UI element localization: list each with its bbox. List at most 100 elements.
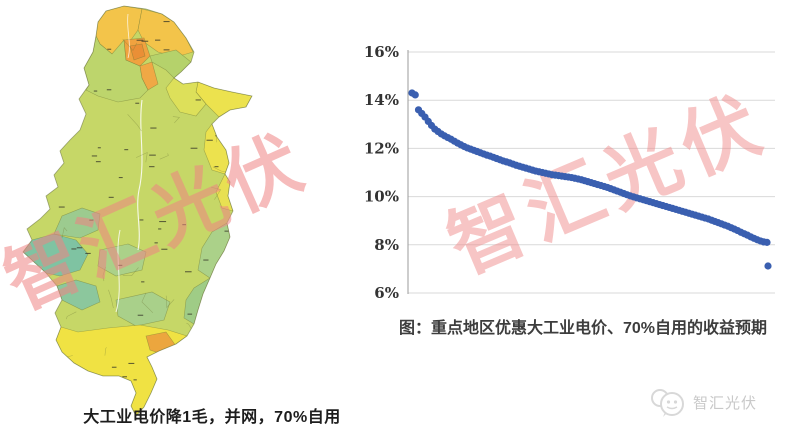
- tiny-region-label-mark: [163, 49, 170, 51]
- prefecture-border: [212, 319, 233, 337]
- tiny-region-label-mark: [204, 39, 211, 41]
- prefecture-border: [127, 114, 142, 132]
- prefecture-border: [141, 292, 154, 314]
- tiny-region-label-mark: [141, 40, 149, 42]
- tiny-region-label-mark: [118, 264, 123, 266]
- tiny-region-label-mark: [63, 18, 69, 20]
- prefecture-border: [102, 266, 106, 282]
- map-regions: [23, 6, 252, 416]
- map-region: [115, 291, 171, 327]
- tiny-region-label-mark: [203, 259, 209, 261]
- map-region: [97, 243, 147, 277]
- tiny-region-label-mark: [95, 161, 101, 163]
- prefecture-border: [159, 153, 169, 160]
- tiny-region-label-mark: [229, 51, 233, 53]
- tiny-region-label-mark: [214, 166, 219, 168]
- outlier-data-point: [764, 262, 772, 270]
- roi-scatter-svg: 16%14%12%10%8%6% 智汇光伏: [364, 43, 779, 302]
- tiny-region-label-mark: [85, 252, 91, 254]
- map-outline: [22, 5, 253, 417]
- tiny-region-label-mark: [97, 147, 101, 149]
- tiny-region-label-mark: [135, 102, 140, 104]
- prefecture-border: [53, 40, 67, 54]
- data-point: [411, 91, 419, 99]
- tiny-region-label-mark: [139, 219, 144, 221]
- y-axis-tick-label: 10%: [364, 188, 399, 206]
- prefecture-border: [211, 186, 222, 200]
- tiny-region-label-mark: [71, 248, 77, 250]
- tiny-region-label-mark: [75, 90, 82, 92]
- prefecture-border-and-label-noise: [45, 18, 237, 413]
- tiny-region-label-mark: [224, 230, 229, 232]
- tiny-region-label-mark: [107, 48, 112, 50]
- y-axis-tick-label: 14%: [364, 91, 399, 109]
- tiny-region-label-mark: [141, 281, 145, 283]
- tiny-region-label-mark: [118, 177, 123, 179]
- tiny-region-label-mark: [45, 386, 50, 388]
- tiny-region-label-mark: [150, 127, 157, 129]
- tiny-region-label-mark: [154, 242, 158, 244]
- tiny-region-label-mark: [56, 84, 62, 86]
- prefecture-border: [135, 151, 148, 163]
- tiny-region-label-mark: [229, 338, 237, 340]
- chart-data-points: [408, 89, 772, 270]
- tiny-region-label-mark: [163, 21, 170, 23]
- tiny-region-label-mark: [198, 374, 203, 376]
- map-region: [129, 43, 146, 61]
- tiny-region-label-mark: [124, 149, 129, 151]
- tiny-region-label-mark: [111, 366, 117, 368]
- brand-name: 智汇光伏: [693, 394, 758, 412]
- river-lines: [115, 13, 143, 313]
- tiny-region-label-mark: [87, 26, 92, 28]
- tiny-region-label-mark: [122, 376, 127, 378]
- tiny-region-label-mark: [155, 39, 161, 41]
- tiny-region-label-mark: [91, 155, 98, 157]
- tiny-region-label-mark: [159, 221, 167, 223]
- y-axis-tick-label: 8%: [374, 236, 399, 254]
- prefecture-border: [79, 54, 89, 63]
- prefecture-border: [104, 347, 107, 356]
- tiny-region-label-mark: [57, 394, 61, 396]
- tiny-region-label-mark: [158, 228, 162, 230]
- prefecture-border: [122, 38, 138, 52]
- tiny-region-label-mark: [203, 72, 210, 74]
- tiny-region-label-mark: [128, 362, 135, 364]
- map-caption: 大工业电价降1毛，并网，70%自用: [83, 409, 341, 426]
- y-axis-tick-label: 6%: [374, 284, 399, 302]
- map-region: [139, 61, 159, 91]
- prefecture-border: [122, 267, 139, 276]
- prefecture-border: [213, 375, 225, 388]
- tiny-region-label-mark: [185, 271, 192, 273]
- tiny-region-label-mark: [136, 39, 144, 41]
- tiny-region-label-mark: [89, 219, 94, 221]
- tiny-region-label-mark: [219, 304, 226, 306]
- data-point: [763, 238, 771, 246]
- tiny-region-label-mark: [149, 154, 156, 156]
- tiny-region-label-mark: [106, 395, 112, 397]
- tiny-region-label-mark: [182, 29, 188, 31]
- tiny-region-label-mark: [93, 90, 98, 92]
- tiny-region-label-mark: [190, 147, 198, 149]
- prefecture-border: [62, 71, 77, 80]
- roi-scatter-chart: 16% 14% 12% 10% 8% 6% 智汇光伏: [355, 22, 800, 312]
- map-region: [53, 207, 101, 239]
- tiny-region-label-mark: [220, 71, 227, 73]
- prefecture-border: [187, 357, 203, 379]
- tiny-region-label-mark: [133, 379, 137, 381]
- y-axis-tick-label: 12%: [364, 139, 399, 157]
- prefecture-border: [66, 311, 77, 320]
- tiny-region-label-mark: [223, 321, 229, 323]
- tiny-region-label-mark: [106, 89, 112, 91]
- tiny-region-label-mark: [76, 247, 83, 249]
- tiny-region-label-mark: [161, 248, 168, 250]
- tiny-region-label-mark: [187, 313, 193, 315]
- y-axis-tick-label: 16%: [364, 43, 399, 61]
- footer-brand: 智汇光伏: [646, 386, 757, 418]
- tiny-region-label-mark: [195, 99, 201, 101]
- tiny-region-label-mark: [58, 206, 65, 208]
- tiny-region-label-mark: [206, 139, 213, 141]
- tiny-region-label-mark: [149, 166, 155, 168]
- tiny-region-label-mark: [176, 371, 181, 373]
- tiny-region-label-mark: [108, 196, 114, 198]
